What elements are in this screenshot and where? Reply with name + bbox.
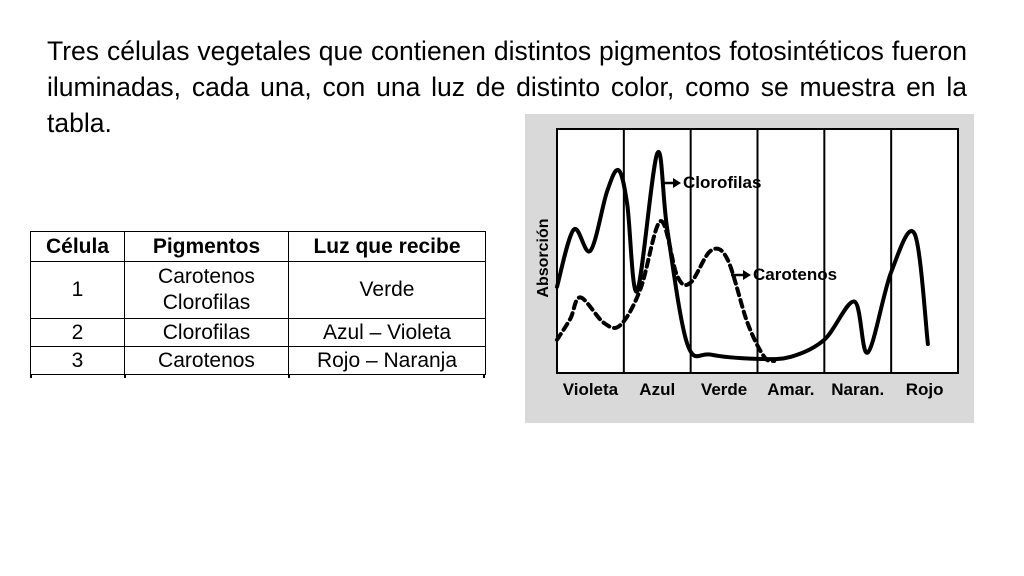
absorption-chart: Clorofilas Carotenos Absorción Violeta Azul V… xyxy=(525,114,974,423)
category-label: Rojo xyxy=(906,380,944,399)
pigments-cell: Carotenos Clorofilas xyxy=(124,261,289,319)
table-header-pigments: Pigmentos xyxy=(124,231,289,262)
light-cell: Verde xyxy=(288,261,486,319)
cell-number: 3 xyxy=(30,346,125,375)
category-label: Amar. xyxy=(767,380,814,399)
pigments-cell: Carotenos xyxy=(124,346,289,375)
annotation-arrowhead xyxy=(673,178,681,188)
cell-number: 1 xyxy=(30,261,125,319)
series-line-clorofilas xyxy=(555,150,930,362)
light-cell: Azul – Violeta xyxy=(288,318,486,347)
intro-text: Tres células vegetales que contienen dis… xyxy=(47,36,967,138)
y-axis-label: Absorción xyxy=(535,218,552,297)
category-label: Verde xyxy=(701,380,747,399)
absorption-chart-svg: Clorofilas Carotenos Absorción Violeta Azul V… xyxy=(535,128,959,399)
light-cell: Rojo – Naranja xyxy=(288,346,486,375)
table-bottom-ticks xyxy=(30,374,485,378)
table-row: 1 Carotenos Clorofilas Verde xyxy=(30,261,486,319)
table-header-light: Luz que recibe xyxy=(288,231,486,262)
cell-number: 2 xyxy=(30,318,125,347)
pigment-name: Carotenos xyxy=(158,348,255,372)
series-line-carotenos xyxy=(555,219,777,364)
category-label: Naran. xyxy=(831,380,884,399)
pigments-cell: Clorofilas xyxy=(124,318,289,347)
table-row: 3 Carotenos Rojo – Naranja xyxy=(30,346,486,375)
pigment-name: Clorofilas xyxy=(162,320,251,344)
category-label: Azul xyxy=(639,380,675,399)
series-label: Clorofilas xyxy=(683,173,761,192)
pigment-name: Clorofilas xyxy=(162,291,251,314)
pigment-table: Célula Pigmentos Luz que recibe 1 Carote… xyxy=(30,231,486,375)
annotation-arrowhead xyxy=(743,270,751,280)
table-row: 2 Clorofilas Azul – Violeta xyxy=(30,318,486,347)
category-label: Violeta xyxy=(563,380,619,399)
pigment-name: Carotenos xyxy=(158,265,255,288)
series-label: Carotenos xyxy=(753,265,837,284)
table-header-cell: Célula xyxy=(30,231,125,262)
table-header-row: Célula Pigmentos Luz que recibe xyxy=(30,231,486,262)
